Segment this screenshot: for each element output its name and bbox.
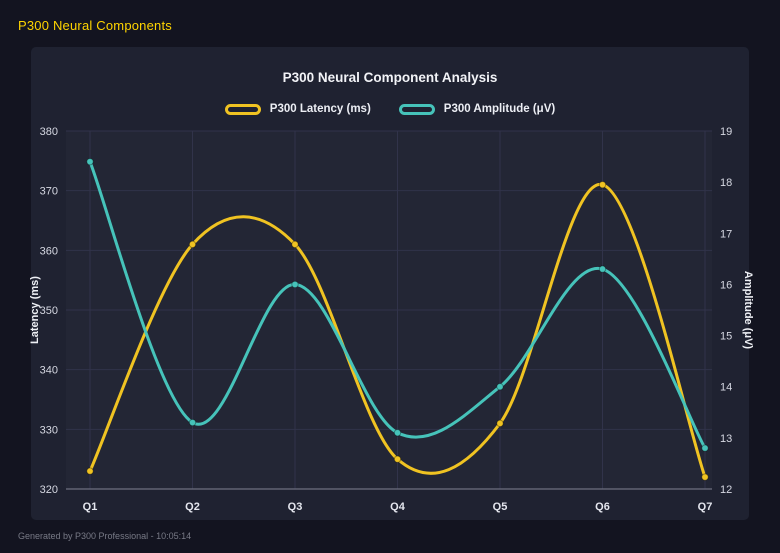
left-axis-tick: 350 <box>40 305 58 317</box>
x-axis-tick: Q5 <box>493 501 508 513</box>
left-axis-tick: 370 <box>40 186 58 198</box>
chart-title: P300 Neural Component Analysis <box>282 70 498 85</box>
data-point[interactable] <box>291 240 299 249</box>
data-point[interactable] <box>598 181 607 189</box>
chart-legend: P300 Latency (ms) P300 Amplitude (μV) <box>0 103 780 115</box>
legend-swatch-amplitude-icon <box>398 103 435 115</box>
data-point[interactable] <box>188 240 197 249</box>
data-point[interactable] <box>393 455 402 463</box>
right-axis-tick: 12 <box>720 484 732 496</box>
right-axis-tick: 15 <box>720 331 732 343</box>
data-point[interactable] <box>86 467 94 475</box>
legend-item-amplitude[interactable]: P300 Amplitude (μV) <box>398 103 556 115</box>
page-title: P300 Neural Components <box>18 18 172 33</box>
left-axis-tick: 320 <box>40 484 58 496</box>
data-point[interactable] <box>291 280 299 289</box>
right-axis-tick: 19 <box>720 126 732 138</box>
right-axis-tick: 17 <box>720 228 732 240</box>
right-axis-title: Amplitude (μV) <box>742 271 754 350</box>
legend-label-amplitude: P300 Amplitude (μV) <box>443 103 556 115</box>
data-point[interactable] <box>188 418 197 427</box>
x-axis-tick: Q4 <box>390 501 406 513</box>
data-point[interactable] <box>86 157 94 166</box>
data-point[interactable] <box>701 473 709 481</box>
data-point[interactable] <box>701 444 709 452</box>
x-axis-tick: Q2 <box>185 501 200 513</box>
left-axis-tick: 330 <box>40 424 58 436</box>
legend-item-latency[interactable]: P300 Latency (ms) <box>224 103 371 115</box>
legend-swatch-latency-icon <box>224 103 261 115</box>
x-axis-tick: Q1 <box>83 501 98 513</box>
footer-status: Generated by P300 Professional - 10:05:1… <box>18 531 192 541</box>
data-point[interactable] <box>598 265 607 273</box>
right-axis-tick: 14 <box>720 382 732 394</box>
legend-label-latency: P300 Latency (ms) <box>269 103 371 115</box>
right-axis-tick: 18 <box>720 177 732 189</box>
right-axis-tick: 13 <box>720 433 732 445</box>
x-axis-tick: Q6 <box>595 501 610 513</box>
right-axis-tick: 16 <box>720 279 732 291</box>
x-axis-tick: Q7 <box>698 501 713 513</box>
x-axis-tick: Q3 <box>288 501 303 513</box>
data-point[interactable] <box>496 419 504 428</box>
left-axis-tick: 340 <box>40 365 58 377</box>
left-axis-tick: 360 <box>40 245 58 257</box>
left-axis-tick: 380 <box>40 126 58 138</box>
left-axis-title: Latency (ms) <box>29 276 41 344</box>
data-point[interactable] <box>496 383 504 391</box>
chart-card <box>31 47 749 520</box>
data-point[interactable] <box>393 429 402 437</box>
